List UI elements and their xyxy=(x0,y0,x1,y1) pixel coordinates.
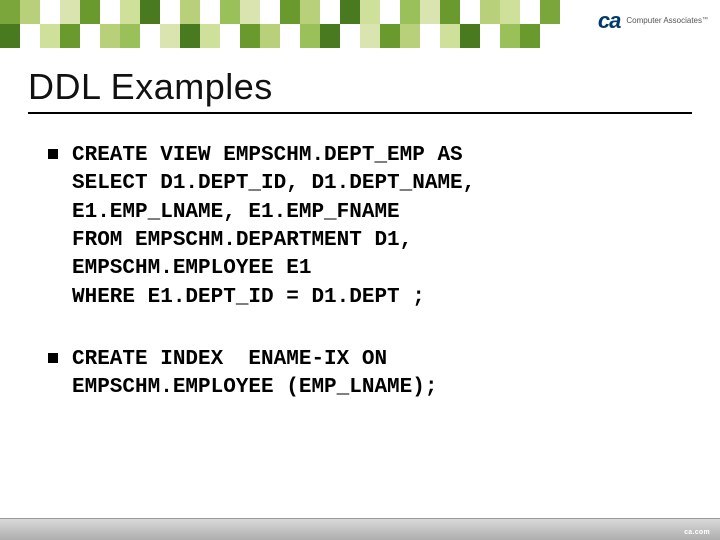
logo-area: ca Computer Associates™ xyxy=(598,8,708,34)
header-band: ca Computer Associates™ xyxy=(0,0,720,48)
ca-logo: ca xyxy=(598,8,620,34)
footer-band: ca.com xyxy=(0,518,720,540)
bullet-icon xyxy=(48,353,58,363)
code-block: CREATE INDEX ENAME-IX ON EMPSCHM.EMPLOYE… xyxy=(72,346,437,403)
footer-text: ca.com xyxy=(684,529,710,536)
mosaic-pattern xyxy=(0,0,560,48)
content-area: CREATE VIEW EMPSCHM.DEPT_EMP AS SELECT D… xyxy=(48,142,680,403)
bullet-item: CREATE INDEX ENAME-IX ON EMPSCHM.EMPLOYE… xyxy=(48,346,680,403)
bullet-item: CREATE VIEW EMPSCHM.DEPT_EMP AS SELECT D… xyxy=(48,142,680,312)
page-title: DDL Examples xyxy=(28,66,692,108)
code-block: CREATE VIEW EMPSCHM.DEPT_EMP AS SELECT D… xyxy=(72,142,475,312)
title-block: DDL Examples xyxy=(28,66,692,114)
company-label: Computer Associates™ xyxy=(626,17,708,25)
bullet-icon xyxy=(48,149,58,159)
